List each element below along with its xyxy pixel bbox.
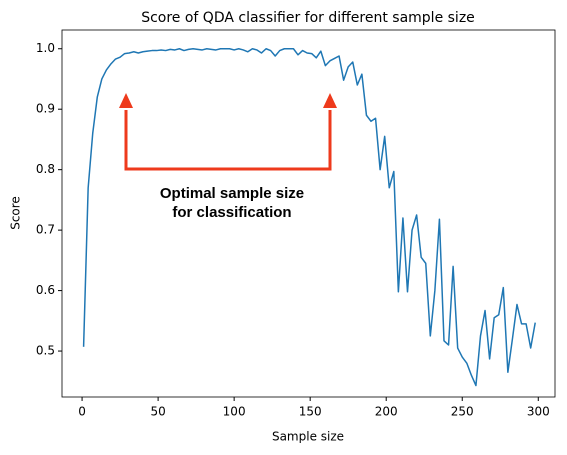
x-tick-label: 150 — [299, 405, 322, 419]
y-tick-label: 0.5 — [36, 344, 55, 358]
y-tick-label: 0.6 — [36, 283, 55, 297]
annotation-text: for classification — [172, 204, 291, 221]
arrow-head — [323, 93, 337, 108]
y-axis-label: Score — [9, 196, 23, 230]
y-tick-label: 0.9 — [36, 102, 55, 116]
chart-title: Score of QDA classifier for different sa… — [141, 10, 475, 26]
x-tick-label: 0 — [78, 405, 86, 419]
x-axis-label: Sample size — [272, 430, 344, 444]
x-tick-label: 100 — [223, 405, 246, 419]
annotation-text: Optimal sample size — [160, 185, 304, 202]
y-tick-label: 1.0 — [36, 41, 55, 55]
bracket-line — [124, 110, 332, 171]
y-tick-label: 0.7 — [36, 223, 55, 237]
x-tick-label: 300 — [527, 405, 550, 419]
annotation-bracket — [124, 110, 332, 171]
plot-frame — [61, 29, 556, 398]
arrow-head — [119, 93, 133, 108]
x-tick-label: 200 — [375, 405, 398, 419]
line — [82, 47, 536, 387]
x-tick-label: 50 — [150, 405, 165, 419]
y-tick-label: 0.8 — [36, 162, 55, 176]
x-tick-label: 250 — [451, 405, 474, 419]
